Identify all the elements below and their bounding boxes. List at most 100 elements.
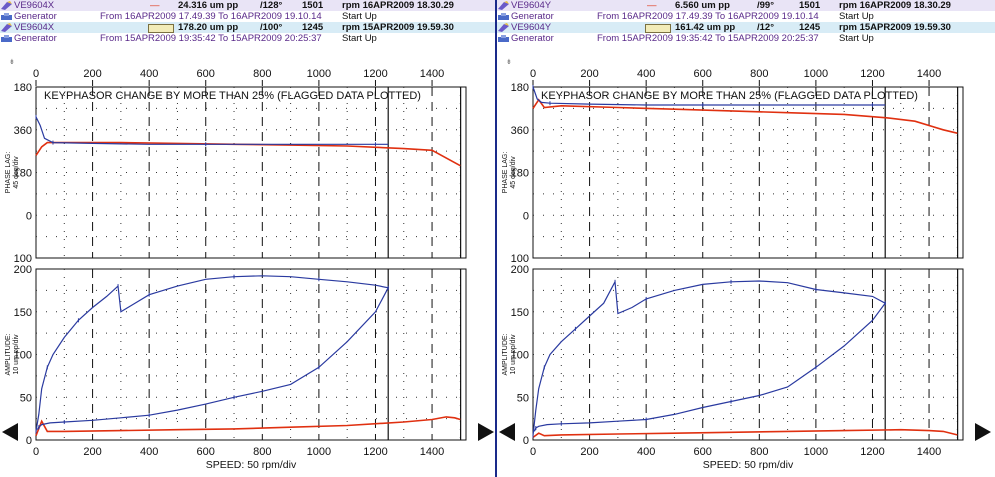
y-axis-label-unit: 10 um pp/div xyxy=(13,334,20,375)
header-row-3: VE9604Y 161.42 um pp /12° 1245 rpm 15APR… xyxy=(497,22,995,33)
scroll-right-arrow-icon[interactable] xyxy=(975,423,991,441)
y-tick-label: 50 xyxy=(20,392,32,404)
y-tick-label: 0 xyxy=(26,435,32,447)
scroll-left-arrow-icon[interactable] xyxy=(2,423,18,441)
header-row-1: VE9604X — 24.316 um pp /128° 1501 rpm 16… xyxy=(0,0,495,11)
y-tick-label: 150 xyxy=(14,307,32,319)
probe-name: VE9604Y xyxy=(511,22,552,33)
machine-name: Generator xyxy=(511,11,554,22)
header-row-3: VE9604X 178.20 um pp /100° 1245 rpm 15AP… xyxy=(0,22,495,33)
x-tick-label-bottom: 600 xyxy=(694,446,712,458)
probe-name: VE9604X xyxy=(14,0,55,11)
x-tick-label-top: 600 xyxy=(197,68,215,80)
x-tick-label-bottom: 0 xyxy=(33,446,39,458)
y-axis-label-unit: 45 deg/div xyxy=(510,156,517,189)
run-mode: Start Up xyxy=(342,33,377,44)
timestamp: rpm 15APR2009 19.59.30 xyxy=(839,22,951,33)
scroll-right-arrow-icon[interactable] xyxy=(478,423,494,441)
zoom-icon: ⇟ xyxy=(506,58,512,66)
left-plot-panel: VE9604X — 24.316 um pp /128° 1501 rpm 16… xyxy=(0,0,497,477)
x-tick-label-bottom: 200 xyxy=(580,446,598,458)
x-tick-label-top: 1000 xyxy=(307,68,331,80)
date-range: From 16APR2009 17.49.39 To 16APR2009 19.… xyxy=(597,11,819,22)
y-tick-label: 0 xyxy=(523,435,529,447)
y-axis-label: AMPLITUDE: xyxy=(502,333,509,375)
amplitude-series-line-0 xyxy=(35,416,461,436)
y-tick-label: 200 xyxy=(14,264,32,276)
x-tick-label-top: 800 xyxy=(253,68,271,80)
probe-icon xyxy=(1,23,12,32)
amplitude-series-line-1 xyxy=(532,279,887,436)
y-tick-label: 180 xyxy=(511,82,529,94)
amplitude-series-line-1 xyxy=(35,275,390,432)
y-tick-label: 100 xyxy=(14,350,32,362)
amplitude-value: 24.316 um pp xyxy=(178,0,239,11)
x-tick-label-top: 1400 xyxy=(420,68,444,80)
x-axis-label: SPEED: 50 rpm/div xyxy=(703,459,794,471)
x-tick-label-bottom: 1200 xyxy=(860,446,884,458)
y-axis-label-unit: 10 um pp/div xyxy=(510,334,517,375)
x-tick-label-top: 400 xyxy=(637,68,655,80)
machine-name: Generator xyxy=(14,11,57,22)
zoom-icon: ⇟ xyxy=(9,58,15,66)
y-tick-label: 180 xyxy=(14,168,32,180)
y-axis-label: PHASE LAG: xyxy=(5,152,12,194)
x-tick-label-bottom: 400 xyxy=(637,446,655,458)
series-swatch xyxy=(645,24,671,33)
date-range: From 15APR2009 19:35:42 To 15APR2009 20:… xyxy=(100,33,322,44)
date-range: From 16APR2009 17.49.39 To 16APR2009 19.… xyxy=(100,11,322,22)
probe-icon xyxy=(498,1,509,10)
probe-name: VE9604Y xyxy=(511,0,552,11)
x-tick-label-top: 1000 xyxy=(804,68,828,80)
series-line-red: — xyxy=(647,0,657,11)
rpm-value: 1501 xyxy=(799,0,821,11)
run-mode: Start Up xyxy=(839,33,874,44)
x-tick-label-top: 600 xyxy=(694,68,712,80)
x-tick-label-bottom: 1000 xyxy=(307,446,331,458)
probe-icon xyxy=(498,23,509,32)
x-tick-label-bottom: 600 xyxy=(197,446,215,458)
timestamp: rpm 16APR2009 18.30.29 xyxy=(342,0,454,11)
y-tick-label: 180 xyxy=(14,82,32,94)
bode-plot-right: ⇟0 200 400 600 800 1000 1200 14001803601800100P… xyxy=(499,58,991,471)
y-axis-label-unit: 45 deg/div xyxy=(13,156,20,189)
x-tick-label-bottom: 800 xyxy=(253,446,271,458)
phase-value: /100° xyxy=(260,22,283,33)
phase-value: /99° xyxy=(757,0,775,11)
y-tick-label: 100 xyxy=(511,350,529,362)
x-tick-label-top: 1400 xyxy=(917,68,941,80)
date-range: From 15APR2009 19:35:42 To 15APR2009 20:… xyxy=(597,33,819,44)
y-tick-label: 0 xyxy=(26,210,32,222)
x-tick-label-bottom: 0 xyxy=(530,446,536,458)
y-tick-label: 100 xyxy=(14,253,32,265)
x-tick-label-top: 1200 xyxy=(860,68,884,80)
phase-series-line-0 xyxy=(532,98,958,134)
machine-icon xyxy=(498,13,509,20)
y-tick-label: 50 xyxy=(517,392,529,404)
x-tick-label-top: 400 xyxy=(140,68,158,80)
phase-plot-frame xyxy=(532,86,964,259)
x-tick-label-top: 200 xyxy=(83,68,101,80)
y-tick-label: 100 xyxy=(511,253,529,265)
scroll-left-arrow-icon[interactable] xyxy=(499,423,515,441)
series-swatch xyxy=(148,24,174,33)
y-axis-label: AMPLITUDE: xyxy=(5,333,12,375)
probe-name: VE9604X xyxy=(14,22,55,33)
x-tick-label-top: 200 xyxy=(580,68,598,80)
machine-icon xyxy=(1,35,12,42)
series-line-red: — xyxy=(150,0,160,11)
y-axis-label: PHASE LAG: xyxy=(502,152,509,194)
phase-series-line-1 xyxy=(35,116,389,145)
x-tick-label-bottom: 1200 xyxy=(363,446,387,458)
machine-icon xyxy=(1,13,12,20)
amplitude-value: 178.20 um pp xyxy=(178,22,239,33)
chart-title: KEYPHASOR CHANGE BY MORE THAN 25% (FLAGG… xyxy=(44,90,421,102)
rpm-value: 1501 xyxy=(302,0,324,11)
x-tick-label-bottom: 400 xyxy=(140,446,158,458)
header-row-4: Generator From 15APR2009 19:35:42 To 15A… xyxy=(497,33,995,44)
x-tick-label-bottom: 200 xyxy=(83,446,101,458)
header-row-2: Generator From 16APR2009 17.49.39 To 16A… xyxy=(497,11,995,22)
machine-name: Generator xyxy=(511,33,554,44)
machine-icon xyxy=(498,35,509,42)
timestamp: rpm 15APR2009 19.59.30 xyxy=(342,22,454,33)
